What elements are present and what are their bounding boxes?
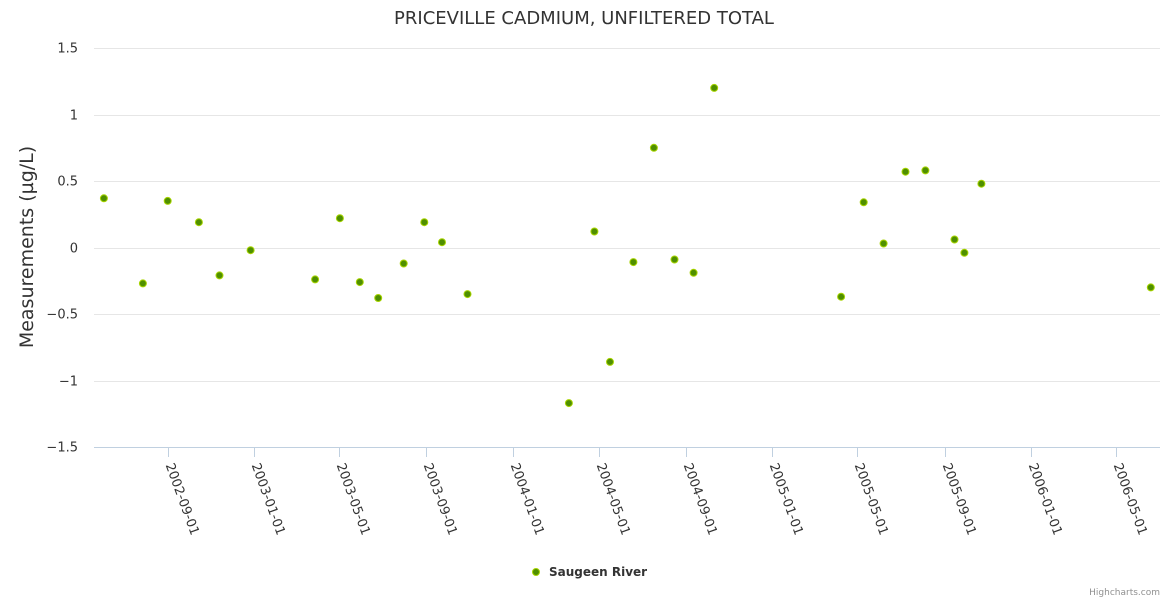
y-axis-title: Measurements (µg/L)	[16, 146, 38, 348]
x-tick-label: 2004-05-01	[593, 461, 633, 537]
series-saugeen-river[interactable]	[99, 83, 1155, 408]
legend-label[interactable]: Saugeen River	[549, 565, 647, 579]
grid	[94, 48, 1160, 382]
x-tick-label: 2005-09-01	[939, 461, 979, 537]
data-point[interactable]	[629, 258, 638, 267]
data-point[interactable]	[420, 218, 429, 227]
data-point[interactable]	[921, 166, 930, 175]
x-tick-label: 2002-09-01	[162, 461, 202, 537]
y-tick-label: 1	[70, 109, 78, 124]
data-point[interactable]	[335, 214, 344, 223]
data-point[interactable]	[463, 290, 472, 299]
y-tick-label: 0	[70, 242, 78, 257]
data-point[interactable]	[977, 179, 986, 188]
chart-title: PRICEVILLE CADMIUM, UNFILTERED TOTAL	[394, 8, 774, 29]
y-tick-label: 1.5	[57, 42, 78, 57]
data-point[interactable]	[879, 239, 888, 248]
data-point[interactable]	[670, 255, 679, 264]
credits-link[interactable]: Highcharts.com	[1089, 588, 1160, 598]
x-tick-label: 2006-01-01	[1025, 461, 1065, 537]
x-tick-label: 2006-05-01	[1110, 461, 1150, 537]
data-point[interactable]	[355, 278, 364, 287]
data-point[interactable]	[590, 227, 599, 236]
y-axis: 1.5 1 0.5 0 −0.5 −1 −1.5	[46, 42, 78, 456]
data-point[interactable]	[163, 196, 172, 205]
data-point[interactable]	[564, 399, 573, 408]
data-point[interactable]	[374, 294, 383, 302]
data-point[interactable]	[689, 268, 698, 277]
data-point[interactable]	[710, 83, 719, 92]
x-axis: 2002-09-01 2003-01-01 2003-05-01 2003-09-01…	[94, 447, 1160, 537]
y-tick-label: 0.5	[57, 175, 78, 190]
x-tick-label: 2003-05-01	[333, 461, 373, 537]
legend[interactable]: Saugeen River	[532, 565, 648, 579]
data-point[interactable]	[246, 246, 255, 255]
data-point[interactable]	[837, 292, 846, 301]
data-point[interactable]	[215, 271, 224, 280]
x-tick-label: 2004-01-01	[507, 461, 547, 537]
x-tick-label: 2003-09-01	[420, 461, 460, 537]
legend-marker[interactable]	[532, 568, 540, 576]
data-point[interactable]	[194, 218, 203, 227]
x-tick-label: 2005-05-01	[851, 461, 891, 537]
data-point[interactable]	[438, 238, 446, 247]
data-point[interactable]	[1146, 283, 1155, 292]
x-tick-label: 2005-01-01	[766, 461, 806, 537]
data-point[interactable]	[960, 248, 969, 257]
data-point[interactable]	[99, 194, 108, 203]
data-point[interactable]	[649, 143, 658, 152]
data-point[interactable]	[606, 357, 614, 366]
y-tick-label: −0.5	[46, 308, 78, 323]
y-tick-label: −1	[59, 375, 78, 390]
data-point[interactable]	[901, 167, 910, 176]
data-point[interactable]	[950, 235, 959, 244]
x-tick-label: 2003-01-01	[248, 461, 288, 537]
data-point[interactable]	[399, 259, 408, 268]
x-tick-label: 2004-09-01	[680, 461, 720, 537]
y-tick-label: −1.5	[46, 441, 78, 456]
data-point[interactable]	[311, 275, 320, 284]
data-point[interactable]	[138, 279, 147, 288]
data-point[interactable]	[859, 198, 868, 207]
